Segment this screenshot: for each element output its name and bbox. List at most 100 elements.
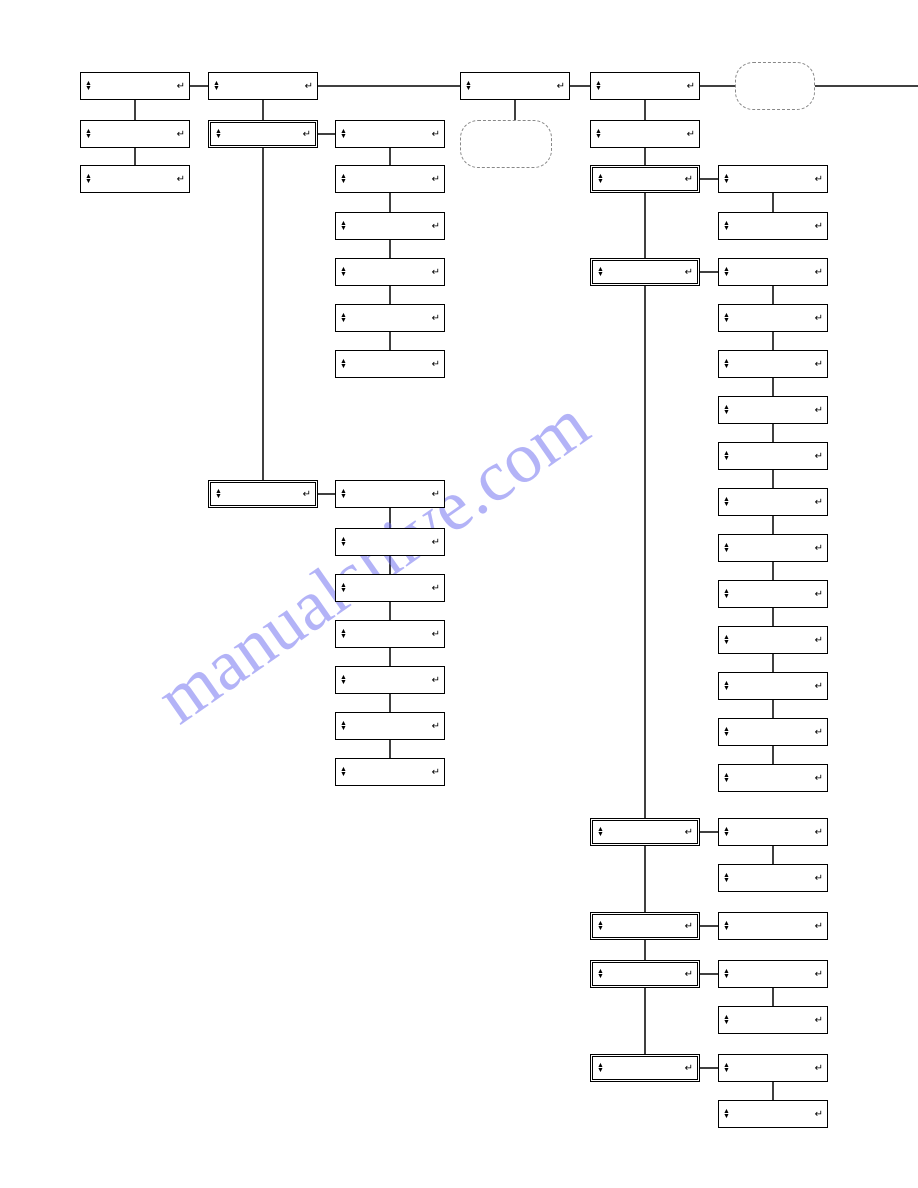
enter-icon: ↵ [303, 489, 311, 500]
enter-icon: ↵ [815, 221, 823, 232]
enter-icon: ↵ [815, 1109, 823, 1120]
enter-icon: ↵ [557, 81, 565, 92]
menu-node[interactable]: ▲▼↵ [208, 120, 318, 148]
menu-node[interactable]: ▲▼↵ [718, 1006, 828, 1034]
menu-node[interactable]: ▲▼↵ [590, 912, 700, 940]
enter-icon: ↵ [432, 267, 440, 278]
enter-icon: ↵ [815, 1015, 823, 1026]
menu-node[interactable]: ▲▼↵ [335, 350, 445, 378]
menu-node[interactable]: ▲▼↵ [460, 72, 570, 100]
enter-icon: ↵ [432, 129, 440, 140]
enter-icon: ↵ [815, 267, 823, 278]
menu-node[interactable]: ▲▼↵ [590, 960, 700, 988]
menu-node[interactable]: ▲▼↵ [718, 672, 828, 700]
menu-node[interactable]: ▲▼ ↵ [335, 258, 445, 286]
menu-node[interactable]: ▲▼↵ [718, 396, 828, 424]
enter-icon: ↵ [685, 267, 693, 278]
updown-arrows-icon: ▲▼ [723, 267, 730, 277]
menu-node[interactable]: ▲▼↵ [335, 758, 445, 786]
updown-arrows-icon: ▲▼ [215, 489, 222, 499]
menu-node[interactable]: ▲▼↵ [718, 864, 828, 892]
updown-arrows-icon: ▲▼ [597, 267, 604, 277]
enter-icon: ↵ [432, 767, 440, 778]
updown-arrows-icon: ▲▼ [340, 174, 347, 184]
updown-arrows-icon: ▲▼ [723, 773, 730, 783]
menu-node[interactable]: ▲▼↵ [718, 718, 828, 746]
enter-icon: ↵ [815, 1063, 823, 1074]
menu-node[interactable]: ▲▼↵ [718, 350, 828, 378]
menu-node[interactable]: ▲▼↵ [718, 442, 828, 470]
updown-arrows-icon: ▲▼ [723, 1063, 730, 1073]
menu-node[interactable]: ▲▼ ↵ [718, 258, 828, 286]
menu-node[interactable]: ▲▼ ↵ [208, 480, 318, 508]
updown-arrows-icon: ▲▼ [340, 675, 347, 685]
menu-node[interactable]: ▲▼ ↵ [718, 534, 828, 562]
menu-node[interactable]: ▲▼↵ [80, 72, 190, 100]
updown-arrows-icon: ▲▼ [340, 537, 347, 547]
updown-arrows-icon: ▲▼ [215, 129, 222, 139]
updown-arrows-icon: ▲▼ [723, 543, 730, 553]
menu-node[interactable]: ▲▼ ↵ [718, 912, 828, 940]
menu-node[interactable]: ▲▼ ↵ [590, 72, 700, 100]
enter-icon: ↵ [685, 827, 693, 838]
enter-icon: ↵ [177, 174, 185, 185]
menu-node[interactable]: ▲▼↵ [335, 574, 445, 602]
menu-node[interactable]: ▲▼ ↵ [590, 818, 700, 846]
enter-icon: ↵ [815, 543, 823, 554]
menu-node[interactable]: ▲▼↵ [718, 304, 828, 332]
menu-node[interactable]: ▲▼↵ [718, 818, 828, 846]
menu-node[interactable]: ▲▼↵ [590, 1054, 700, 1082]
enter-icon: ↵ [815, 921, 823, 932]
menu-node[interactable]: ▲▼↵ [718, 626, 828, 654]
menu-node[interactable]: ▲▼↵ [335, 165, 445, 193]
menu-node[interactable]: ▲▼↵ [335, 480, 445, 508]
menu-node[interactable]: ▲▼↵ [335, 120, 445, 148]
menu-node[interactable]: ▲▼↵ [590, 120, 700, 148]
enter-icon: ↵ [432, 721, 440, 732]
menu-node[interactable]: ▲▼ ↵ [590, 165, 700, 193]
menu-node[interactable]: ▲▼↵ [718, 165, 828, 193]
updown-arrows-icon: ▲▼ [597, 174, 604, 184]
menu-node[interactable]: ▲▼↵ [718, 764, 828, 792]
enter-icon: ↵ [687, 81, 695, 92]
menu-node[interactable]: ▲▼ ↵ [335, 212, 445, 240]
enter-icon: ↵ [685, 174, 693, 185]
menu-node[interactable]: ▲▼ ↵ [718, 1054, 828, 1082]
updown-arrows-icon: ▲▼ [723, 921, 730, 931]
updown-arrows-icon: ▲▼ [723, 635, 730, 645]
enter-icon: ↵ [432, 221, 440, 232]
menu-node[interactable]: ▲▼↵ [335, 666, 445, 694]
enter-icon: ↵ [815, 405, 823, 416]
updown-arrows-icon: ▲▼ [597, 1063, 604, 1073]
enter-icon: ↵ [177, 129, 185, 140]
menu-node[interactable]: ▲▼↵ [718, 1100, 828, 1128]
enter-icon: ↵ [815, 589, 823, 600]
menu-node[interactable]: ▲▼ ↵ [718, 580, 828, 608]
updown-arrows-icon: ▲▼ [723, 589, 730, 599]
updown-arrows-icon: ▲▼ [340, 629, 347, 639]
menu-node[interactable]: ▲▼ ↵ [590, 258, 700, 286]
updown-arrows-icon: ▲▼ [597, 969, 604, 979]
enter-icon: ↵ [815, 451, 823, 462]
menu-node[interactable]: ▲▼↵ [718, 488, 828, 516]
enter-icon: ↵ [432, 359, 440, 370]
updown-arrows-icon: ▲▼ [723, 497, 730, 507]
updown-arrows-icon: ▲▼ [213, 81, 220, 91]
menu-node[interactable]: ▲▼↵ [80, 120, 190, 148]
menu-node[interactable]: ▲▼↵ [335, 304, 445, 332]
menu-node[interactable]: ▲▼↵ [335, 712, 445, 740]
updown-arrows-icon: ▲▼ [595, 81, 602, 91]
menu-node[interactable]: ▲▼↵ [335, 528, 445, 556]
updown-arrows-icon: ▲▼ [597, 827, 604, 837]
menu-node[interactable]: ▲▼↵ [718, 960, 828, 988]
menu-node[interactable]: ▲▼↵ [335, 620, 445, 648]
menu-node[interactable]: ▲▼↵ [80, 165, 190, 193]
enter-icon: ↵ [815, 969, 823, 980]
menu-node[interactable]: ▲▼↵ [208, 72, 318, 100]
updown-arrows-icon: ▲▼ [340, 267, 347, 277]
enter-icon: ↵ [815, 873, 823, 884]
cloud-node [460, 120, 552, 168]
menu-node[interactable]: ▲▼↵ [718, 212, 828, 240]
updown-arrows-icon: ▲▼ [340, 221, 347, 231]
enter-icon: ↵ [685, 921, 693, 932]
